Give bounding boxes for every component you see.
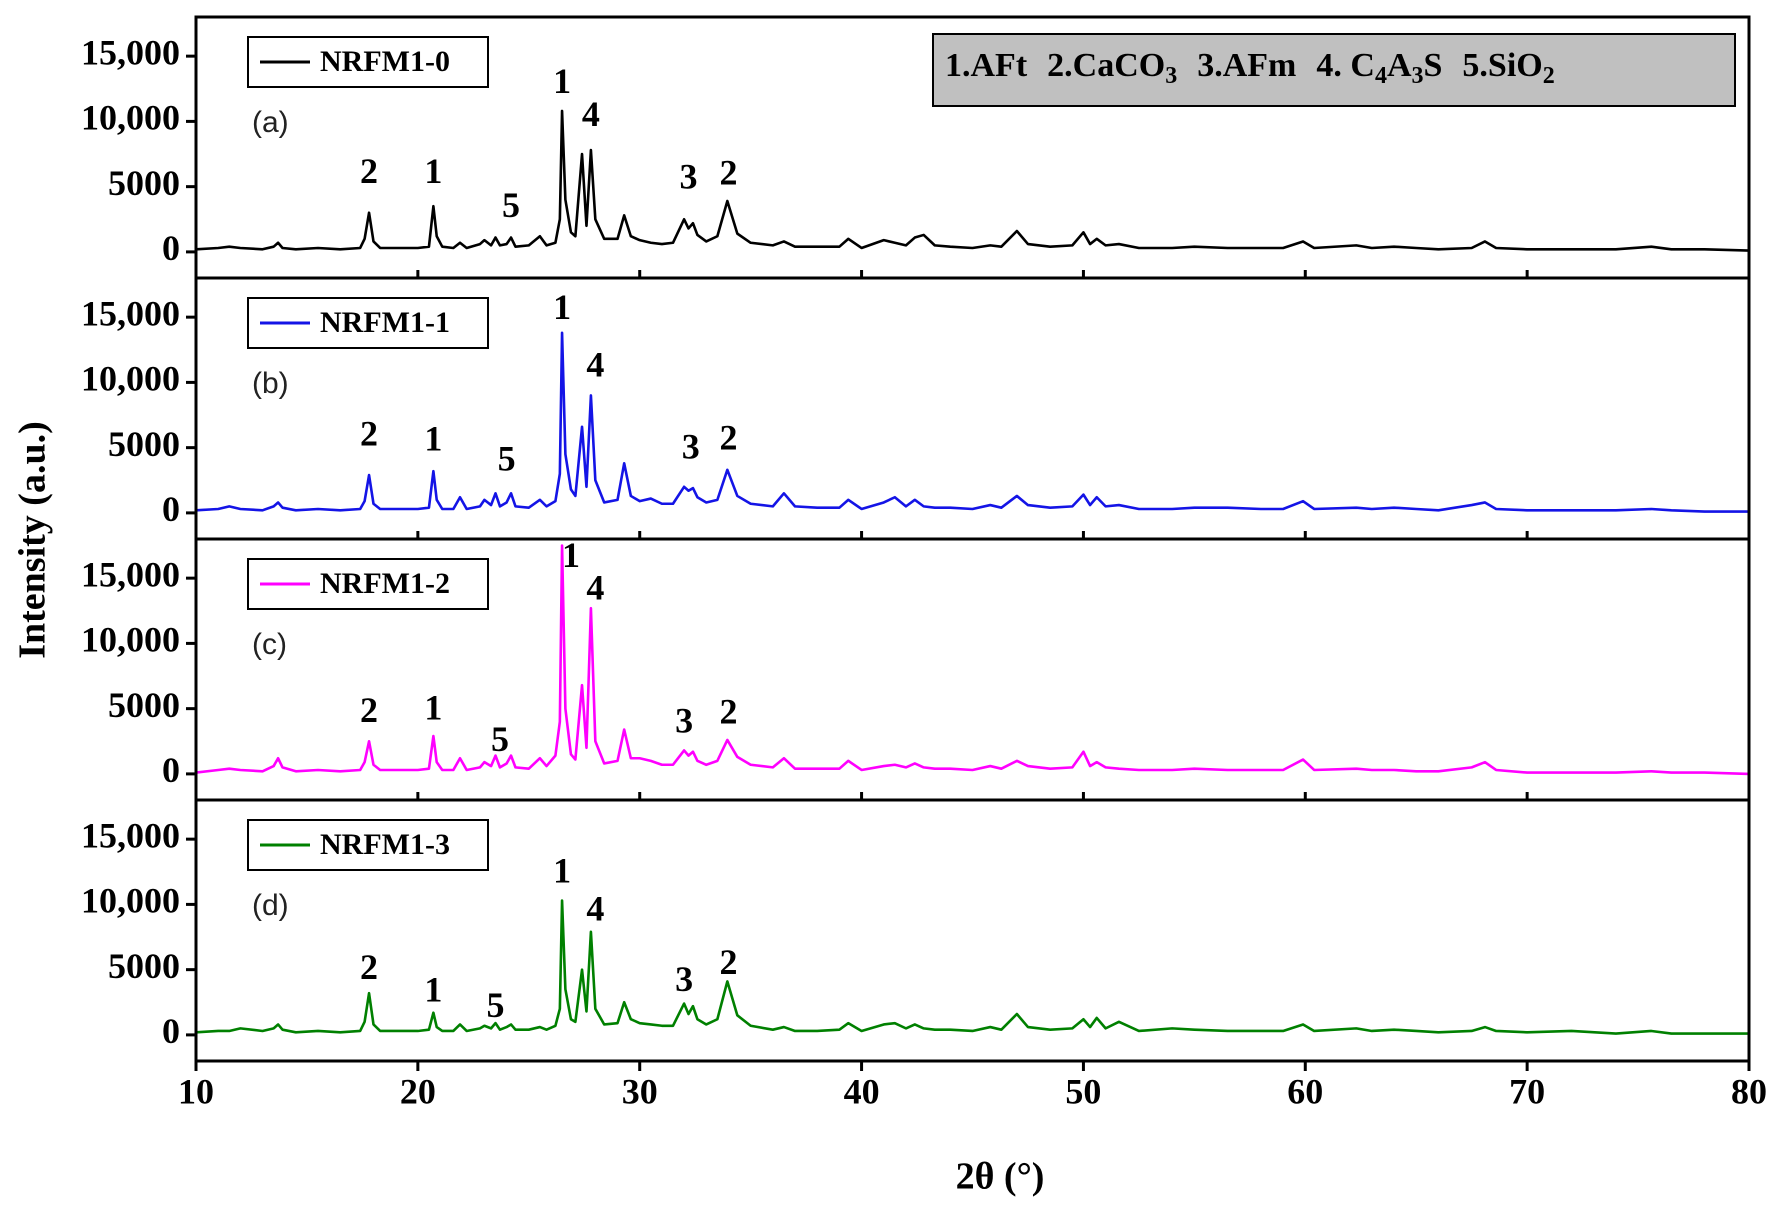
peak-label: 1 xyxy=(562,535,580,575)
y-tick-label: 5000 xyxy=(108,946,180,986)
peak-label: 2 xyxy=(719,417,737,457)
panel-label: (a) xyxy=(252,106,289,139)
peak-label: 1 xyxy=(553,851,571,891)
phase-legend-text: 5.SiO xyxy=(1462,47,1542,84)
peak-label: 3 xyxy=(682,427,700,467)
peak-label: 3 xyxy=(675,959,693,999)
x-tick-label: 60 xyxy=(1287,1071,1323,1111)
peak-label: 1 xyxy=(553,61,571,101)
peak-label: 4 xyxy=(586,344,604,384)
phase-legend-text: 4. C xyxy=(1316,47,1375,84)
phase-legend-text: A xyxy=(1387,47,1412,84)
x-tick-label: 40 xyxy=(844,1071,880,1111)
y-tick-label: 15,000 xyxy=(81,293,180,333)
peak-label: 2 xyxy=(719,691,737,731)
peak-label: 2 xyxy=(360,947,378,987)
phase-legend: 1.AFt 2.CaCO3 3.AFm 4. C4A3S 5.SiO2 xyxy=(945,47,1555,89)
phase-legend-text: 2.CaCO xyxy=(1047,47,1165,84)
peak-label: 3 xyxy=(680,156,698,196)
phase-legend-box xyxy=(932,33,1736,107)
y-tick-label: 10,000 xyxy=(81,620,180,660)
y-tick-label: 10,000 xyxy=(81,881,180,921)
phase-legend-text: 3 xyxy=(1165,63,1177,89)
peak-label: 5 xyxy=(502,185,520,225)
y-tick-label: 0 xyxy=(162,750,180,790)
x-tick-label: 50 xyxy=(1065,1071,1101,1111)
peak-label: 1 xyxy=(424,688,442,728)
phase-legend-text: 3 xyxy=(1412,63,1424,89)
y-tick-label: 15,000 xyxy=(81,554,180,594)
peak-label: 4 xyxy=(582,94,600,134)
data-line xyxy=(196,331,1749,513)
data-line xyxy=(196,544,1749,776)
peak-label: 3 xyxy=(675,701,693,741)
peak-label: 2 xyxy=(360,151,378,191)
peak-label: 5 xyxy=(498,438,516,478)
y-tick-label: 5000 xyxy=(108,424,180,464)
peak-label: 5 xyxy=(491,719,509,759)
phase-legend-text: 4 xyxy=(1375,63,1387,89)
legend-label: NRFM1-1 xyxy=(320,306,450,339)
phase-legend-text: 2 xyxy=(1543,63,1555,89)
panel-label: (d) xyxy=(252,889,289,922)
legend-label: NRFM1-2 xyxy=(320,567,450,600)
y-tick-label: 15,000 xyxy=(81,815,180,855)
y-tick-label: 15,000 xyxy=(81,32,180,72)
x-axis-title: 2θ (°) xyxy=(956,1156,1045,1198)
y-tick-label: 5000 xyxy=(108,163,180,203)
x-tick-label: 10 xyxy=(178,1071,214,1111)
peak-label: 5 xyxy=(487,985,505,1025)
legend-label: NRFM1-3 xyxy=(320,828,450,861)
panel-label: (c) xyxy=(252,628,287,661)
peak-label: 4 xyxy=(586,567,604,607)
y-tick-label: 0 xyxy=(162,1011,180,1051)
phase-legend-text: S xyxy=(1424,47,1443,84)
peak-label: 1 xyxy=(424,151,442,191)
data-line xyxy=(196,109,1749,252)
phase-legend-text: 1.AFt xyxy=(945,47,1028,84)
y-axis-title: Intensity (a.u.) xyxy=(12,421,54,659)
x-tick-label: 20 xyxy=(400,1071,436,1111)
peak-label: 2 xyxy=(360,413,378,453)
data-line xyxy=(196,899,1749,1035)
peak-label: 2 xyxy=(360,690,378,730)
legend-label: NRFM1-0 xyxy=(320,45,450,78)
y-tick-label: 10,000 xyxy=(81,359,180,399)
panel-frame xyxy=(194,798,1751,1063)
panel-label: (b) xyxy=(252,367,289,400)
peak-label: 1 xyxy=(424,969,442,1009)
x-tick-label: 70 xyxy=(1509,1071,1545,1111)
y-tick-label: 0 xyxy=(162,489,180,529)
y-tick-label: 0 xyxy=(162,228,180,268)
phase-legend-text: 3.AFm xyxy=(1197,47,1296,84)
y-tick-label: 10,000 xyxy=(81,98,180,138)
x-tick-label: 30 xyxy=(622,1071,658,1111)
peak-label: 2 xyxy=(719,942,737,982)
y-tick-label: 5000 xyxy=(108,685,180,725)
peak-label: 2 xyxy=(719,152,737,192)
peak-label: 4 xyxy=(586,888,604,928)
peak-label: 1 xyxy=(424,419,442,459)
peak-label: 1 xyxy=(553,287,571,327)
x-tick-label: 80 xyxy=(1731,1071,1767,1111)
